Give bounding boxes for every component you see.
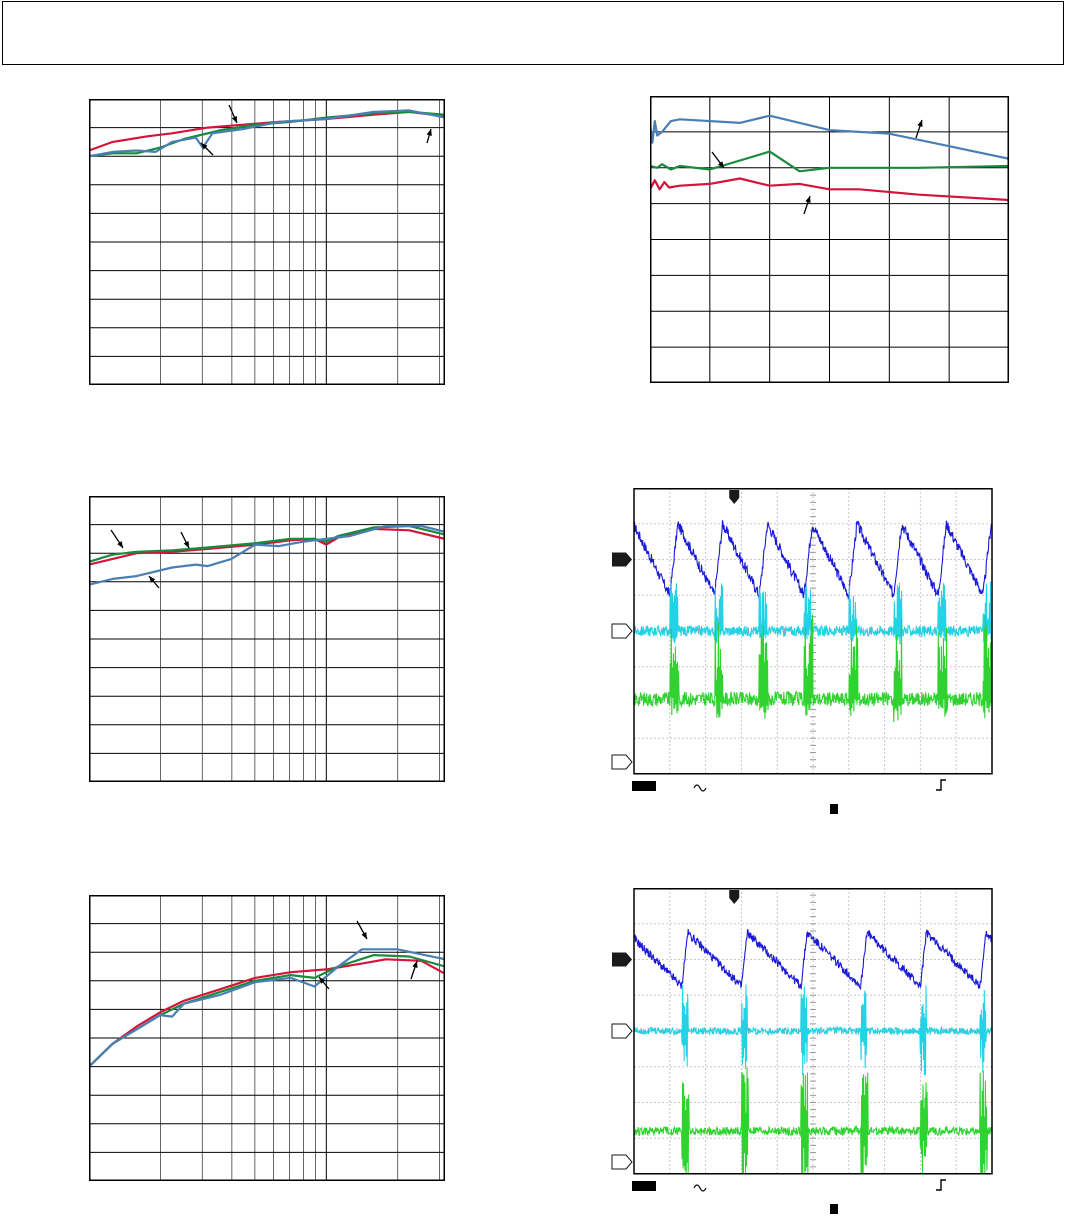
annotation-arrowhead <box>412 961 418 968</box>
page-header-box <box>2 1 1064 65</box>
annotation-arrowhead <box>117 541 123 548</box>
annotation-arrowhead <box>717 161 724 168</box>
channel-ground-marker <box>611 754 633 770</box>
channel-ground-marker <box>611 1023 633 1039</box>
rising-edge-icon <box>936 779 946 791</box>
chart-top-left <box>89 99 445 385</box>
annotation-arrowhead <box>183 541 189 548</box>
channel-readout-box <box>632 1181 656 1191</box>
series-line-1 <box>650 114 1009 160</box>
annotation-arrowhead <box>201 143 208 150</box>
scope-channel-3 <box>633 1067 993 1174</box>
marker-square-icon <box>830 804 838 814</box>
trigger-marker-icon <box>729 890 740 904</box>
annotation-arrowhead <box>231 116 237 123</box>
scope-channel-2 <box>633 984 993 1076</box>
series-line-1 <box>89 110 445 152</box>
scope-upper <box>611 488 993 814</box>
series-line-2 <box>89 110 445 158</box>
channel-readout-box <box>632 781 656 791</box>
annotation-arrowhead <box>426 129 432 136</box>
trigger-marker-icon <box>729 490 740 504</box>
ac-coupling-icon <box>693 1184 707 1192</box>
annotation-arrowhead <box>149 576 156 583</box>
scope-channel-3 <box>633 614 993 723</box>
scope-channel-1 <box>633 928 993 991</box>
series-line-1 <box>89 958 445 1068</box>
chart-bottom-left <box>89 895 445 1181</box>
series-line-3 <box>89 948 445 1068</box>
series-line-2 <box>650 150 1009 173</box>
annotation-arrowhead <box>319 977 326 984</box>
series-line-3 <box>89 524 445 586</box>
channel-ground-marker <box>612 552 632 567</box>
chart-top-right <box>650 96 1009 383</box>
series-line-2 <box>89 524 445 563</box>
annotation-arrowhead <box>361 932 367 939</box>
channel-ground-marker <box>611 623 633 639</box>
scope-lower <box>611 888 993 1214</box>
annotation-arrowhead <box>917 120 923 127</box>
series-line-3 <box>89 109 445 158</box>
channel-ground-marker <box>612 952 632 967</box>
chart-middle-left <box>89 496 445 782</box>
marker-square-icon <box>830 1204 838 1214</box>
rising-edge-icon <box>936 1179 946 1191</box>
series-line-2 <box>89 953 445 1068</box>
ac-coupling-icon <box>693 784 707 792</box>
series-line-1 <box>89 527 445 566</box>
channel-ground-marker <box>611 1154 633 1170</box>
series-line-3 <box>650 177 1009 202</box>
annotation-arrowhead <box>805 196 811 203</box>
scope-channel-1 <box>633 520 993 600</box>
